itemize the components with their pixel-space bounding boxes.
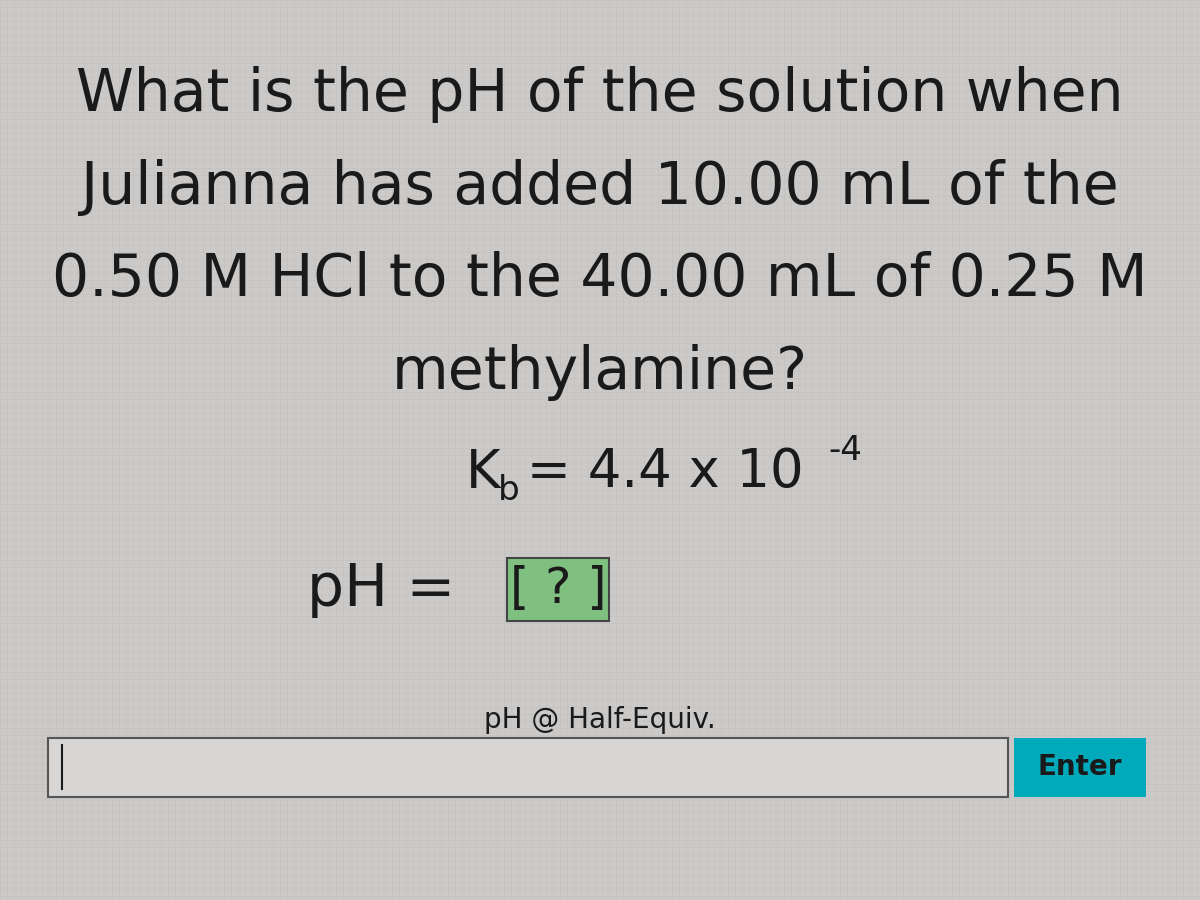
FancyBboxPatch shape xyxy=(48,738,1008,796)
Text: -4: -4 xyxy=(828,434,862,466)
Text: [ ? ]: [ ? ] xyxy=(510,565,606,614)
FancyBboxPatch shape xyxy=(1014,738,1146,796)
Text: pH @ Half-Equiv.: pH @ Half-Equiv. xyxy=(484,706,716,734)
Text: Julianna has added 10.00 mL of the: Julianna has added 10.00 mL of the xyxy=(82,158,1118,216)
Text: b: b xyxy=(498,474,520,507)
Text: 0.50 M HCl to the 40.00 mL of 0.25 M: 0.50 M HCl to the 40.00 mL of 0.25 M xyxy=(52,251,1148,309)
Text: = 4.4 x 10: = 4.4 x 10 xyxy=(510,446,804,499)
Text: What is the pH of the solution when: What is the pH of the solution when xyxy=(76,66,1124,123)
Text: pH =: pH = xyxy=(307,561,474,618)
Text: K: K xyxy=(466,446,500,499)
Text: methylamine?: methylamine? xyxy=(392,344,808,401)
Text: Enter: Enter xyxy=(1038,753,1122,781)
FancyBboxPatch shape xyxy=(508,558,610,621)
